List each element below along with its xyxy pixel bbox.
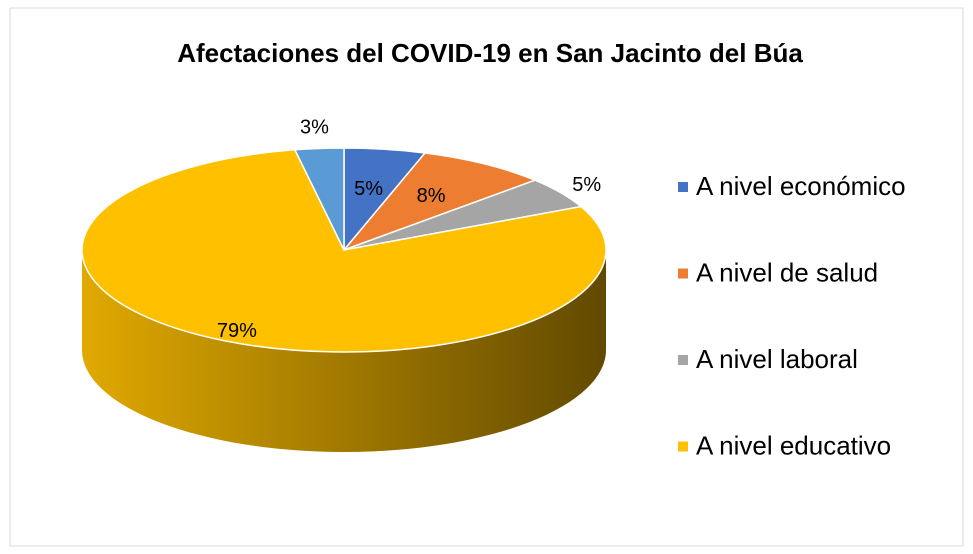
chart-title: Afectaciones del COVID-19 en San Jacinto… <box>177 38 803 68</box>
data-label: 3% <box>300 116 329 138</box>
slice <box>341 152 538 252</box>
legend-swatch <box>678 355 688 365</box>
legend-label: A nivel económico <box>696 171 906 201</box>
legend-label: A nivel de salud <box>696 257 878 287</box>
data-label: 5% <box>572 174 601 196</box>
data-label: 79% <box>217 320 257 342</box>
legend-label: A nivel educativo <box>696 430 891 460</box>
slice <box>81 149 607 353</box>
slice <box>293 147 345 251</box>
legend-swatch <box>678 182 688 192</box>
legend-swatch <box>678 441 688 452</box>
data-label: 8% <box>417 185 446 207</box>
wall-shade <box>82 250 606 452</box>
legend-swatch <box>678 268 688 279</box>
data-label: 5% <box>354 178 383 200</box>
legend-label: A nivel laboral <box>696 344 858 374</box>
